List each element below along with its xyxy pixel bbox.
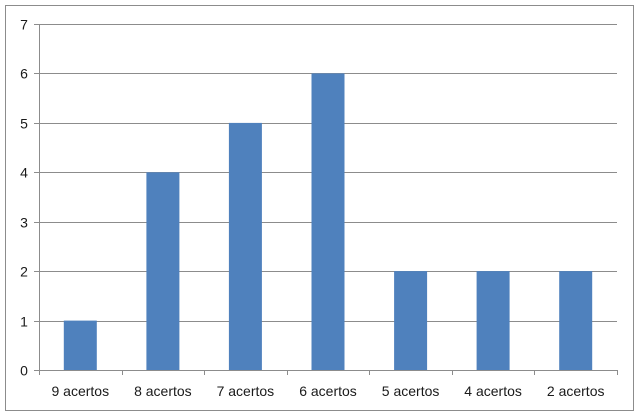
x-tick-label: 8 acertos [134,383,192,399]
x-tick-label: 5 acertos [382,383,440,399]
y-tick-label: 5 [20,116,28,132]
y-tick-label: 6 [20,66,28,82]
x-tick-label: 7 acertos [217,383,275,399]
y-tick-label: 3 [20,215,28,231]
y-tick-label: 7 [20,17,28,33]
x-tick-label: 9 acertos [52,383,110,399]
bar [476,271,510,370]
y-tick-label: 0 [20,363,28,379]
axes [34,24,618,375]
x-tick-label: 4 acertos [464,383,522,399]
y-tick-labels: 0 1 2 3 4 5 6 7 [20,17,28,379]
bar [63,320,97,370]
bar [228,122,262,371]
x-tick-label: 2 acertos [547,383,605,399]
x-tick-labels: 9 acertos 8 acertos 7 acertos 6 acertos 5 ac… [52,383,605,399]
bars [63,73,593,371]
y-tick-label: 4 [20,165,28,181]
y-tick-label: 1 [20,314,28,330]
bar [311,73,345,371]
bar [559,271,593,370]
y-tick-label: 2 [20,264,28,280]
bar [394,271,428,370]
bar [146,172,180,370]
x-tick-label: 6 acertos [299,383,357,399]
